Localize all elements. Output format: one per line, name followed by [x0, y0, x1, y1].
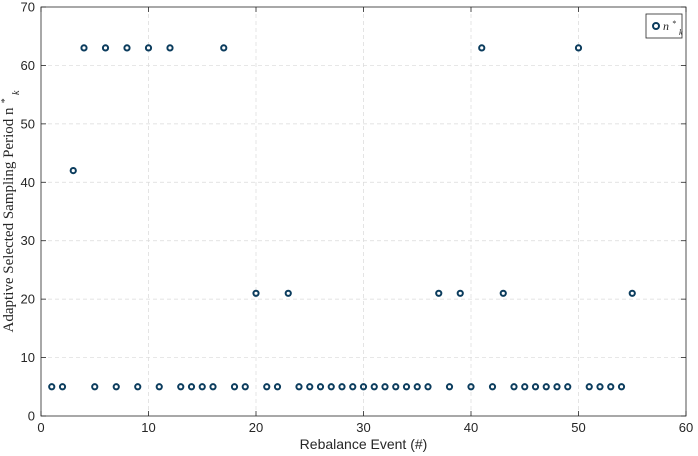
y-axis-label-main: Adaptive Selected Sampling Period n	[1, 107, 17, 332]
data-point	[359, 383, 368, 391]
data-point	[499, 289, 507, 297]
data-point	[198, 383, 206, 391]
x-tick-label: 0	[37, 420, 44, 435]
legend-label-sup: *	[672, 19, 676, 28]
data-point	[284, 289, 292, 297]
data-point	[123, 44, 131, 52]
x-tick-label: 50	[571, 420, 585, 435]
y-tick-label: 50	[21, 116, 35, 131]
tick-labels: 0 10 20 30 40 50 60 0 10 20 30 40 50 60 70	[21, 0, 694, 435]
legend-marker	[652, 22, 660, 30]
data-point	[209, 383, 217, 391]
data-point	[553, 383, 561, 391]
data-point	[413, 383, 421, 391]
data-point	[392, 383, 400, 391]
data-point	[252, 289, 260, 297]
data-point	[101, 44, 110, 52]
data-point	[585, 383, 593, 391]
data-point	[91, 383, 99, 391]
data-point	[564, 383, 572, 391]
data-point	[542, 383, 550, 391]
data-point	[316, 383, 325, 391]
y-tick-label: 10	[21, 350, 35, 365]
data-point	[241, 383, 249, 391]
data-point	[306, 383, 314, 391]
data-point	[230, 383, 239, 391]
legend-label-sub: k	[679, 28, 683, 37]
data-point	[445, 383, 454, 391]
data-point	[628, 289, 636, 297]
y-axis-label-sub: k	[11, 90, 22, 95]
data-point	[58, 383, 67, 391]
x-tick-label: 10	[141, 420, 155, 435]
data-point	[177, 383, 185, 391]
data-point	[402, 383, 411, 391]
x-tick-label: 30	[356, 420, 370, 435]
data-point	[166, 44, 174, 52]
data-point	[144, 44, 153, 52]
data-point	[607, 383, 615, 391]
y-tick-label: 0	[28, 409, 35, 424]
data-point	[187, 383, 196, 391]
x-tick-label: 40	[464, 420, 478, 435]
x-axis-label: Rebalance Event (#)	[300, 436, 428, 452]
y-axis-label: Adaptive Selected Sampling Period n * k	[0, 90, 22, 332]
data-point	[424, 383, 432, 391]
x-tick-label: 60	[679, 420, 693, 435]
data-point	[510, 383, 518, 391]
data-point	[338, 383, 346, 391]
data-point	[435, 289, 443, 297]
data-point	[617, 383, 626, 391]
data-point	[220, 44, 228, 52]
data-point	[478, 44, 486, 52]
legend: n * k	[645, 13, 683, 39]
y-tick-label: 60	[21, 58, 35, 73]
data-point	[48, 383, 56, 391]
grid-lines	[41, 7, 686, 416]
data-point	[381, 383, 389, 391]
data-point	[327, 383, 335, 391]
data-point	[531, 383, 540, 391]
y-tick-label: 40	[21, 175, 35, 190]
data-point	[295, 383, 303, 391]
x-tick-label: 20	[249, 420, 263, 435]
y-axis-label-sup: *	[0, 99, 11, 104]
data-point	[370, 383, 378, 391]
data-point	[349, 383, 357, 391]
data-point	[273, 383, 282, 391]
y-tick-label: 20	[21, 292, 35, 307]
data-point	[574, 44, 583, 52]
legend-label: n * k	[663, 19, 683, 37]
data-point	[488, 383, 497, 391]
data-markers	[48, 44, 636, 391]
legend-label-main: n	[663, 19, 669, 33]
data-point	[69, 167, 77, 175]
data-point	[596, 383, 604, 391]
y-tick-label: 30	[21, 233, 35, 248]
data-point	[263, 383, 271, 391]
data-point	[112, 383, 120, 391]
data-point	[155, 383, 163, 391]
data-point	[80, 44, 88, 52]
data-point	[467, 383, 475, 391]
y-tick-label: 70	[21, 0, 35, 15]
data-point	[521, 383, 529, 391]
data-point	[456, 289, 464, 297]
data-point	[134, 383, 142, 391]
axis-ticks	[40, 6, 687, 417]
